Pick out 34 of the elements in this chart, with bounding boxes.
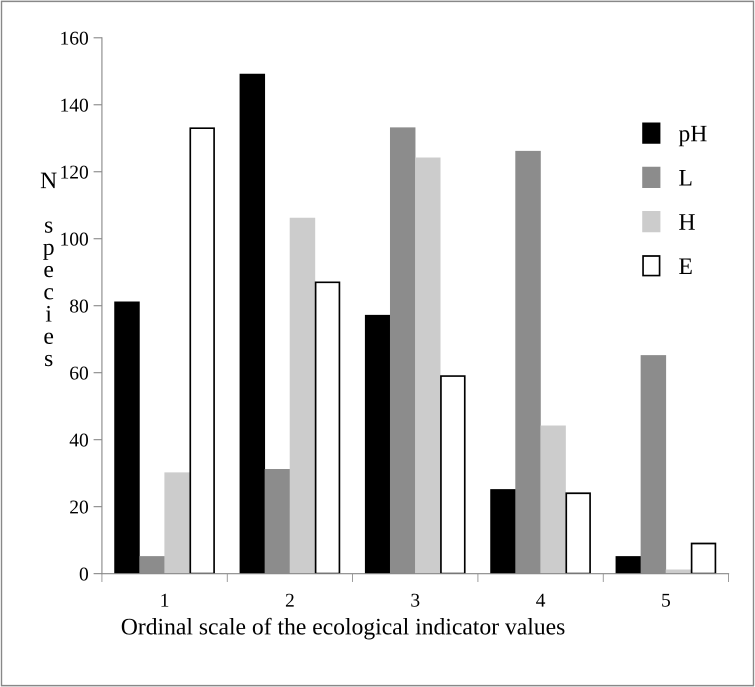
bar: [290, 218, 316, 574]
y-tick-label: 120: [61, 166, 88, 179]
bar: [189, 127, 215, 574]
y-tick-label: 140: [61, 98, 88, 112]
bar: [616, 556, 642, 574]
bar: [565, 492, 591, 574]
y-tick-label: 20: [70, 500, 88, 514]
x-tick-label: 1: [161, 594, 168, 607]
y-tick-label: 80: [70, 300, 88, 313]
x-tick-label: 5: [662, 594, 670, 607]
x-tick-label: 4: [536, 594, 546, 607]
y-tick-label: 100: [61, 232, 88, 246]
x-axis-title: Ordinal scale of the ecological indicator values: [122, 618, 564, 640]
bar: [490, 489, 516, 574]
legend-label: H: [679, 214, 695, 230]
legend-label: E: [679, 258, 692, 274]
x-tick-label: 2: [286, 594, 294, 607]
text: N species: [40, 172, 57, 366]
bar: [364, 314, 390, 574]
bar: [164, 472, 190, 574]
bar: [540, 425, 566, 574]
bar: [240, 74, 266, 574]
bar: [114, 302, 140, 574]
x-tick-label: 3: [411, 594, 420, 607]
bar: [314, 281, 340, 574]
legend-label: pH: [678, 126, 707, 146]
y-tick-label: 60: [70, 366, 88, 380]
y-tick-label: 0: [80, 567, 88, 581]
bar: [440, 375, 466, 574]
y-tick-label: 160: [61, 32, 88, 45]
legend-label: L: [679, 170, 692, 186]
bar: [690, 542, 716, 574]
bar: [415, 158, 441, 574]
y-tick-label: 40: [70, 433, 88, 447]
